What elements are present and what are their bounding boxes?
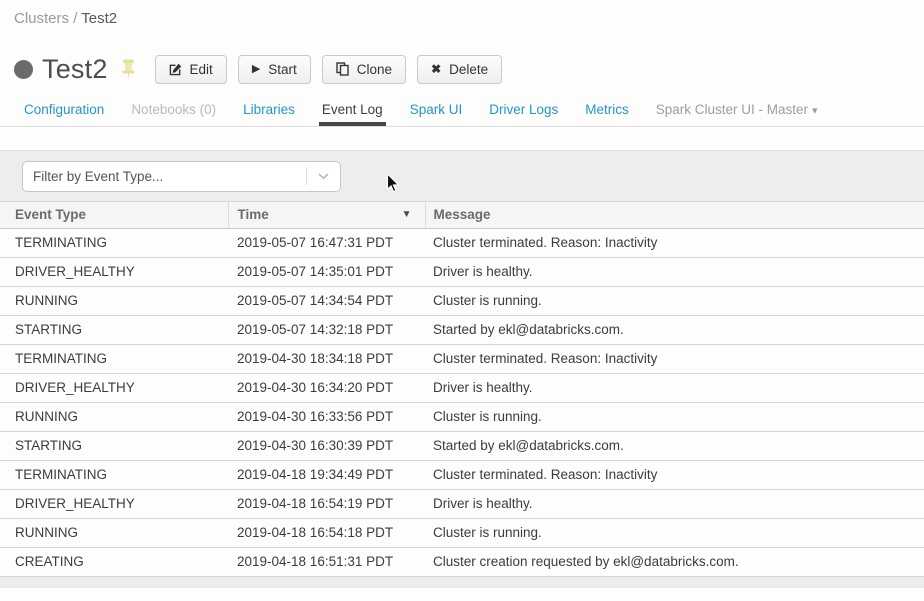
tab-spark-cluster-ui-master[interactable]: Spark Cluster UI - Master ▾	[653, 102, 821, 126]
event-filter-panel	[0, 150, 924, 202]
message-cell: Cluster terminated. Reason: Inactivity	[425, 460, 924, 490]
message-cell: Driver is healthy.	[425, 489, 924, 519]
cluster-header: Test2 Edit ▶ Start Clone	[14, 53, 910, 85]
message-cell: Cluster is running.	[425, 402, 924, 432]
table-row: RUNNING 2019-04-18 16:54:18 PDT Cluster is…	[0, 518, 924, 548]
table-footer-bar	[0, 576, 924, 588]
tab-event-log[interactable]: Event Log	[318, 102, 386, 126]
table-row: STARTING 2019-05-07 14:32:18 PDT Started b…	[0, 315, 924, 345]
start-button[interactable]: ▶ Start	[237, 54, 311, 84]
event-type-cell: TERMINATING	[0, 460, 228, 490]
chevron-down-icon: ▾	[812, 105, 818, 117]
table-row: DRIVER_HEALTHY 2019-05-07 14:35:01 PDT Dri…	[0, 257, 924, 287]
delete-x-icon: ✖	[431, 62, 442, 76]
event-type-cell: RUNNING	[0, 518, 228, 548]
table-row: RUNNING 2019-05-07 14:34:54 PDT Cluster is…	[0, 286, 924, 316]
event-type-cell: RUNNING	[0, 286, 228, 316]
tab-spark-cluster-ui-master-label: Spark Cluster UI - Master	[655, 102, 809, 117]
tab-notebooks: Notebooks (0)	[131, 102, 217, 117]
table-header-row: Event Type Time ▼ Message	[0, 202, 924, 229]
breadcrumb-separator: /	[73, 10, 78, 27]
tab-spark-ui[interactable]: Spark UI	[409, 102, 463, 117]
cluster-tab-bar: Configuration Notebooks (0) Libraries Ev…	[0, 102, 924, 127]
message-cell: Started by ekl@databricks.com.	[425, 315, 924, 345]
pushpin-glyph	[122, 59, 135, 79]
tab-configuration[interactable]: Configuration	[24, 102, 105, 117]
message-cell: Cluster creation requested by ekl@databr…	[425, 547, 924, 577]
edit-icon	[169, 63, 181, 75]
table-row: DRIVER_HEALTHY 2019-04-30 16:34:20 PDT Dri…	[0, 373, 924, 403]
message-cell: Driver is healthy.	[425, 373, 924, 403]
time-cell: 2019-04-18 16:54:18 PDT	[228, 518, 425, 548]
breadcrumb-clusters-link[interactable]: Clusters	[14, 10, 70, 27]
tab-libraries[interactable]: Libraries	[243, 102, 295, 117]
time-cell: 2019-05-07 14:32:18 PDT	[228, 315, 425, 345]
time-cell: 2019-04-18 16:54:19 PDT	[228, 489, 425, 519]
event-type-cell: STARTING	[0, 315, 228, 345]
event-log-table: Event Type Time ▼ Message TERMINATING 201…	[0, 202, 924, 577]
delete-button[interactable]: ✖ Delete	[417, 54, 503, 84]
time-cell: 2019-04-18 16:51:31 PDT	[228, 547, 425, 577]
table-row: TERMINATING 2019-04-18 19:34:49 PDT Cluste…	[0, 460, 924, 490]
cluster-status-icon	[14, 59, 33, 79]
message-cell: Driver is healthy.	[425, 257, 924, 287]
event-type-cell: TERMINATING	[0, 344, 228, 374]
event-type-cell: CREATING	[0, 547, 228, 577]
clone-button-label: Clone	[356, 61, 393, 77]
cluster-actions: Edit ▶ Start Clone ✖ Delete	[154, 54, 503, 84]
start-button-label: Start	[268, 61, 297, 77]
message-cell: Cluster terminated. Reason: Inactivity	[425, 344, 924, 374]
column-header-time[interactable]: Time ▼	[227, 202, 425, 229]
breadcrumb-current: Test2	[81, 10, 118, 27]
table-row: RUNNING 2019-04-30 16:33:56 PDT Cluster is…	[0, 402, 924, 432]
tab-metrics[interactable]: Metrics	[585, 102, 629, 117]
event-type-cell: DRIVER_HEALTHY	[0, 489, 228, 519]
tab-driver-logs[interactable]: Driver Logs	[489, 102, 559, 117]
time-cell: 2019-04-30 18:34:18 PDT	[228, 344, 425, 374]
message-cell: Cluster terminated. Reason: Inactivity	[425, 228, 924, 258]
event-type-cell: DRIVER_HEALTHY	[0, 373, 228, 403]
column-header-event-type[interactable]: Event Type	[0, 202, 228, 229]
column-header-time-label: Time	[237, 207, 269, 223]
clone-icon	[336, 62, 349, 76]
edit-button[interactable]: Edit	[154, 54, 227, 84]
combobox-divider	[306, 167, 307, 185]
event-type-cell: RUNNING	[0, 402, 228, 432]
sort-descending-icon: ▼	[401, 209, 412, 221]
chevron-down-icon	[318, 172, 329, 179]
column-header-message[interactable]: Message	[424, 202, 924, 229]
message-cell: Started by ekl@databricks.com.	[425, 431, 924, 461]
delete-button-label: Delete	[449, 61, 489, 77]
event-type-cell: DRIVER_HEALTHY	[0, 257, 228, 287]
combobox-chevron-button[interactable]	[307, 162, 340, 191]
event-type-cell: TERMINATING	[0, 228, 228, 258]
time-cell: 2019-04-18 19:34:49 PDT	[228, 460, 425, 490]
event-type-filter-combobox	[22, 160, 341, 192]
time-cell: 2019-05-07 14:34:54 PDT	[228, 286, 425, 316]
time-cell: 2019-05-07 16:47:31 PDT	[228, 228, 425, 258]
event-type-cell: STARTING	[0, 431, 228, 461]
time-cell: 2019-05-07 14:35:01 PDT	[228, 257, 425, 287]
table-row: TERMINATING 2019-04-30 18:34:18 PDT Cluste…	[0, 344, 924, 374]
time-cell: 2019-04-30 16:30:39 PDT	[228, 431, 425, 461]
table-row: DRIVER_HEALTHY 2019-04-18 16:54:19 PDT Dri…	[0, 489, 924, 519]
pin-icon[interactable]	[122, 59, 135, 80]
breadcrumb: Clusters / Test2	[0, 0, 924, 27]
play-icon: ▶	[251, 62, 261, 75]
table-row: STARTING 2019-04-30 16:30:39 PDT Started b…	[0, 431, 924, 461]
time-cell: 2019-04-30 16:34:20 PDT	[228, 373, 425, 403]
event-type-filter-input[interactable]	[23, 161, 306, 191]
table-row: TERMINATING 2019-05-07 16:47:31 PDT Cluste…	[0, 228, 924, 258]
page-title: Test2	[42, 53, 108, 84]
clone-button[interactable]: Clone	[321, 54, 407, 84]
edit-button-label: Edit	[189, 61, 213, 77]
table-row: CREATING 2019-04-18 16:51:31 PDT Cluster c…	[0, 547, 924, 577]
message-cell: Cluster is running.	[425, 286, 924, 316]
message-cell: Cluster is running.	[425, 518, 924, 548]
time-cell: 2019-04-30 16:33:56 PDT	[228, 402, 425, 432]
